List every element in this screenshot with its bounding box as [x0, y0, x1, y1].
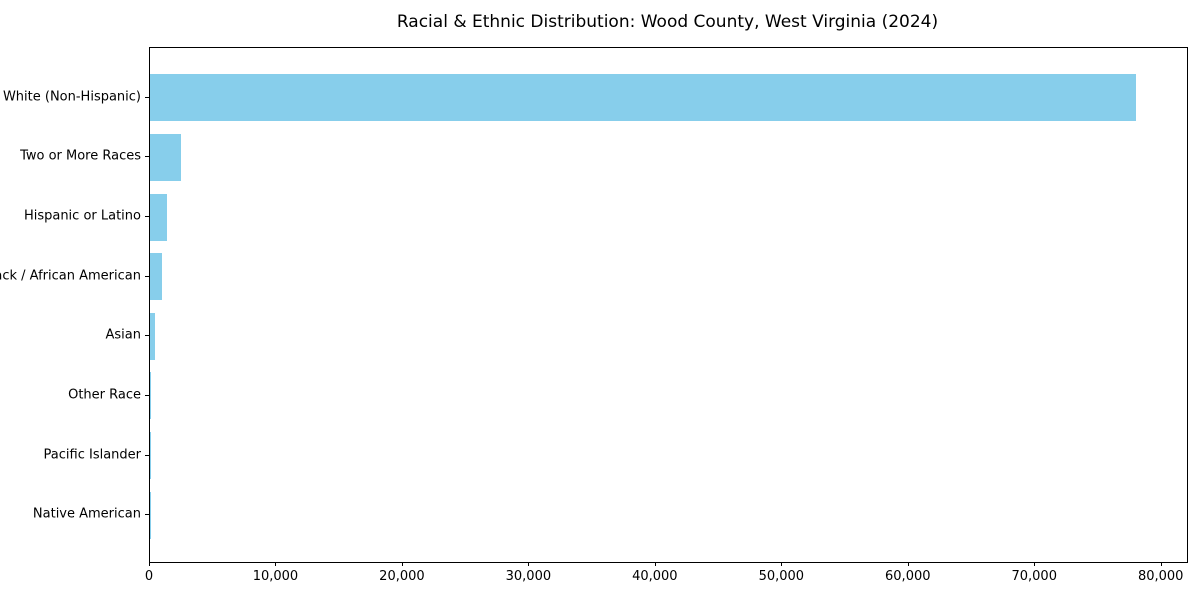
x-tick-mark	[401, 562, 403, 566]
y-tick-mark	[145, 394, 149, 396]
y-tick-mark	[145, 514, 149, 516]
x-tick-mark	[528, 562, 530, 566]
bar-two-or-more-races	[150, 133, 181, 181]
bar-pacific-islander	[150, 432, 151, 480]
x-tick-mark	[149, 562, 150, 566]
bar-other-race	[150, 372, 152, 420]
x-tick-label: 70,000	[1011, 569, 1057, 584]
x-tick-mark	[1034, 562, 1036, 566]
category-label-white-non-hispanic: White (Non-Hispanic)	[2, 89, 141, 105]
plot-area	[149, 47, 1188, 563]
category-label-native-american: Native American	[32, 506, 141, 522]
y-tick-mark	[145, 454, 149, 456]
x-tick-label: 20,000	[379, 569, 425, 584]
category-label-asian: Asian	[105, 327, 141, 343]
y-tick-mark	[145, 275, 149, 277]
y-tick-mark	[145, 216, 149, 218]
category-label-pacific-islander: Pacific Islander	[43, 447, 141, 463]
x-tick-mark	[654, 562, 656, 566]
category-label-hispanic-or-latino: Hispanic or Latino	[23, 208, 141, 224]
x-tick-mark	[1160, 562, 1162, 566]
y-tick-mark	[145, 96, 149, 98]
x-tick-label: 40,000	[632, 569, 678, 584]
bar-asian	[150, 312, 156, 360]
category-label-two-or-more-races: Two or More Races	[20, 148, 141, 164]
x-tick-mark	[275, 562, 277, 566]
x-tick-mark	[907, 562, 909, 566]
category-label-black-african-american: Black / African American	[0, 268, 141, 284]
x-tick-mark	[781, 562, 783, 566]
y-tick-mark	[145, 335, 149, 337]
x-tick-label: 80,000	[1137, 569, 1184, 584]
x-tick-label: 10,000	[252, 569, 299, 584]
x-tick-label: 50,000	[758, 569, 805, 584]
chart-title: Racial & Ethnic Distribution: Wood Count…	[396, 12, 939, 32]
x-tick-label: 30,000	[505, 569, 552, 584]
y-tick-mark	[145, 156, 149, 158]
x-tick-label: 60,000	[885, 569, 931, 584]
bar-hispanic-or-latino	[150, 193, 168, 241]
bar-white-non-hispanic	[150, 74, 1137, 122]
bar-black-african-american	[150, 253, 162, 301]
category-label-other-race: Other Race	[68, 387, 141, 403]
x-tick-label: 0	[144, 569, 154, 584]
